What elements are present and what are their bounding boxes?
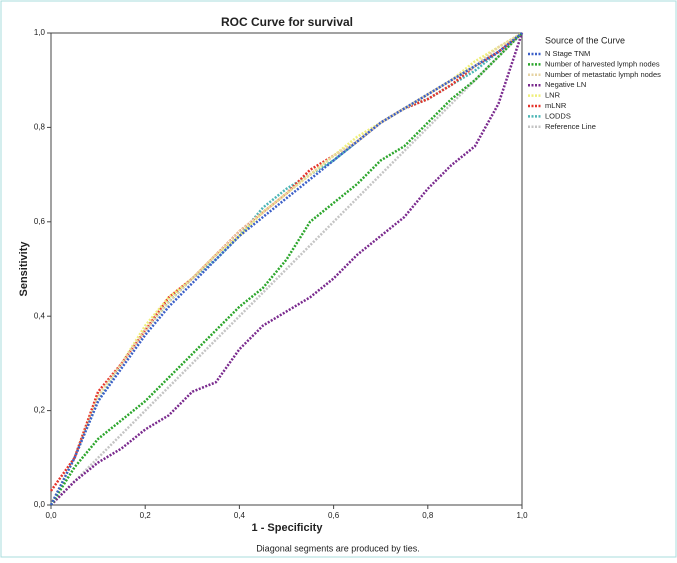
legend-label: Number of harvested lymph nodes (545, 59, 660, 68)
y-tick-label: 0,4 (34, 311, 46, 320)
roc-curve (49, 32, 523, 506)
y-tick-label: 0,2 (34, 406, 46, 415)
y-tick-label: 0,0 (34, 500, 46, 509)
legend-label: N Stage TNM (545, 49, 590, 58)
roc-curve (50, 32, 523, 506)
x-axis-label: 1 - Specificity (252, 522, 324, 534)
legend-label: Negative LN (545, 80, 586, 89)
y-tick-label: 0,6 (34, 217, 46, 226)
legend-label: LNR (545, 91, 561, 100)
x-tick-label: 0,2 (140, 511, 152, 520)
legend-title: Source of the Curve (545, 35, 625, 45)
legend-label: Number of metastatic lymph nodes (545, 70, 661, 79)
chart-title: ROC Curve for survival (221, 15, 353, 29)
y-tick-label: 0,8 (34, 123, 46, 132)
legend-label: Reference Line (545, 122, 596, 131)
roc-curve (50, 32, 524, 506)
x-tick-label: 0,0 (45, 511, 57, 520)
x-tick-label: 0,8 (422, 511, 434, 520)
legend-label: LODDS (545, 111, 571, 120)
legend-label: mLNR (545, 101, 567, 110)
x-tick-label: 1,0 (516, 511, 528, 520)
x-tick-label: 0,6 (328, 511, 340, 520)
footnote: Diagonal segments are produced by ties. (256, 543, 420, 553)
y-tick-label: 1,0 (34, 28, 46, 37)
x-tick-label: 0,4 (234, 511, 246, 520)
y-axis-label: Sensitivity (18, 241, 30, 297)
